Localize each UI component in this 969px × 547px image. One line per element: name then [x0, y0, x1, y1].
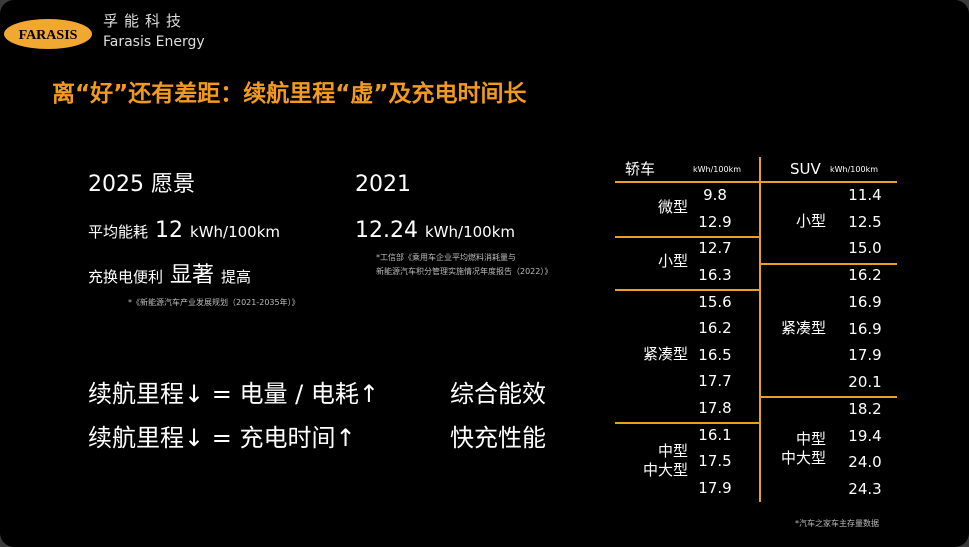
- unit: kWh/100km: [190, 223, 281, 241]
- cell-value: 17.9: [848, 346, 882, 365]
- logo-oval: [4, 19, 92, 49]
- group-label: 小型: [657, 251, 688, 270]
- value: 12: [155, 218, 184, 243]
- slide-title: 离“好”还有差距：续航里程“虚”及充电时间长: [52, 81, 527, 107]
- group-rule: [615, 235, 759, 238]
- cell-value: 16.5: [698, 345, 732, 364]
- group-label: 紧凑型: [780, 318, 826, 337]
- table-rule: [615, 181, 897, 183]
- charging-row: 充换电便利 显著 提高: [88, 265, 251, 287]
- group-label: 微型: [657, 198, 688, 217]
- cell-value: 18.2: [848, 399, 882, 418]
- group-label: 中大型: [642, 461, 688, 480]
- actual-row: 12.24 kWh/100km: [355, 220, 515, 242]
- cell-value: 16.9: [848, 319, 882, 338]
- note: 新能源汽车积分管理实施情况年度报告（2022）》: [376, 267, 553, 276]
- factor: 快充性能: [450, 424, 546, 452]
- logo-en: Farasis Energy: [103, 34, 205, 50]
- suffix: 提高: [221, 268, 252, 286]
- factor: 综合能效: [450, 380, 546, 408]
- cell-value: 12.5: [848, 212, 882, 231]
- table-rule: [759, 157, 761, 502]
- column-unit: kWh/100km: [830, 165, 879, 174]
- group-rule: [761, 262, 897, 265]
- group-label: 中大型: [780, 448, 826, 467]
- note: *工信部《乘用车企业平均燃料消耗量与: [376, 253, 516, 262]
- cell-value: 15.6: [698, 292, 732, 311]
- cell-value: 16.1: [698, 425, 732, 444]
- unit: kWh/100km: [424, 223, 515, 241]
- cell-value: 12.7: [698, 239, 732, 258]
- group-label: 紧凑型: [642, 344, 688, 363]
- cell-value: 9.8: [703, 186, 727, 204]
- cell-value: 17.9: [698, 479, 732, 497]
- cell-value: 24.0: [848, 453, 882, 472]
- group-rule: [761, 396, 897, 399]
- cell-value: 17.5: [698, 452, 732, 471]
- value: 12.24: [355, 218, 418, 243]
- cell-value: 15.0: [848, 239, 882, 258]
- cell-value: 24.3: [848, 480, 882, 498]
- cell-value: 12.9: [698, 212, 732, 231]
- cell-value: 16.3: [698, 265, 732, 284]
- emphasis: 显著: [170, 263, 215, 288]
- note: *《新能源汽车产业发展规划（2021-2035年）》: [128, 298, 300, 307]
- group-rule: [615, 289, 759, 292]
- group-rule: [615, 422, 759, 425]
- cell-value: 19.4: [848, 426, 882, 445]
- column-unit: kWh/100km: [693, 165, 742, 174]
- heading: 2025 愿景: [88, 172, 195, 197]
- label: 平均能耗: [88, 223, 149, 241]
- logo-text: FARASIS: [19, 28, 78, 43]
- logo-mark: FARASIS: [4, 19, 92, 49]
- equation: 续航里程↓ = 电量 / 电耗↑: [88, 380, 379, 408]
- cell-value: 20.1: [848, 373, 882, 392]
- group-label: 中型: [657, 442, 688, 461]
- column-header: 轿车: [625, 160, 656, 178]
- column-header: SUV: [790, 160, 821, 178]
- cell-value: 16.2: [698, 319, 732, 338]
- cell-value: 11.4: [848, 186, 882, 204]
- group-label: 小型: [795, 211, 826, 230]
- cell-value: 17.8: [698, 399, 732, 418]
- consumption-row: 平均能耗 12 kWh/100km: [88, 220, 280, 242]
- cell-value: 16.2: [848, 266, 882, 285]
- cell-value: 16.9: [848, 292, 882, 311]
- cell-value: 17.7: [698, 372, 732, 391]
- equation: 续航里程↓ = 充电时间↑: [88, 424, 356, 452]
- heading: 2021: [355, 172, 411, 197]
- source: *汽车之家车主存量数据: [795, 519, 879, 528]
- group-label: 中型: [795, 429, 826, 448]
- label: 充换电便利: [88, 268, 164, 286]
- logo-cn: 孚能科技: [103, 12, 188, 30]
